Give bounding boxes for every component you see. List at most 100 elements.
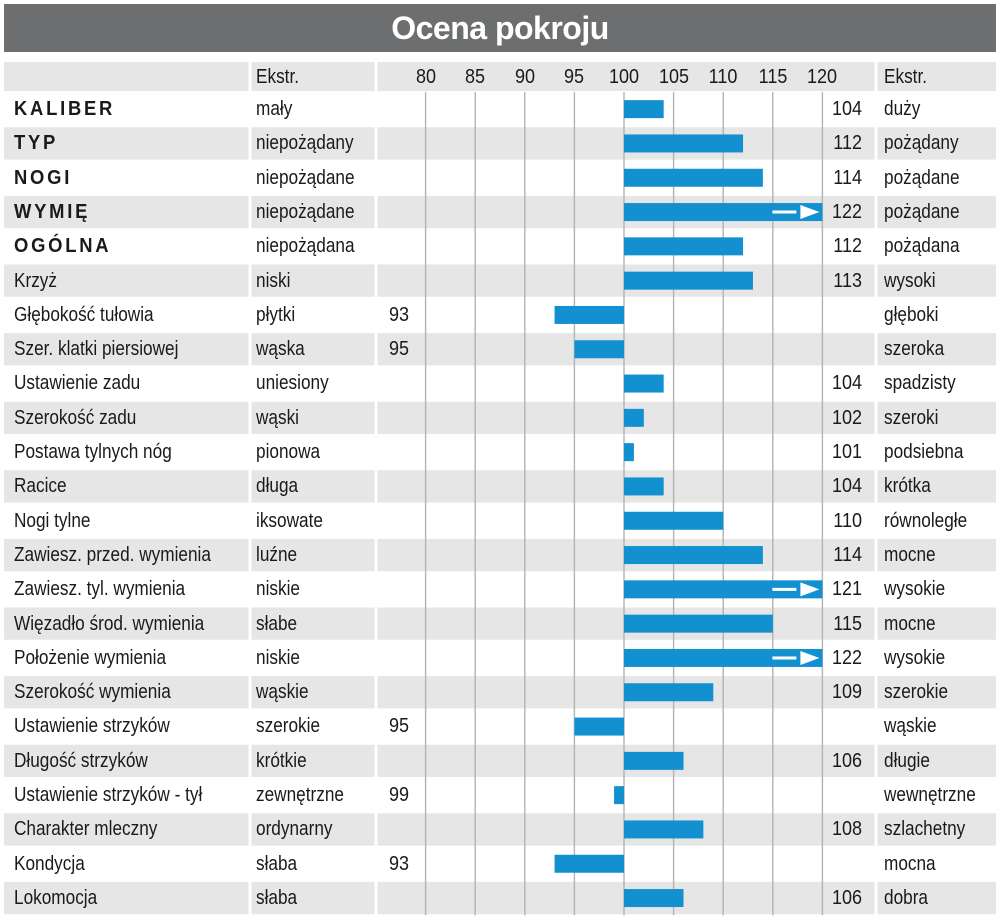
trait-label: Ustawienie zadu (14, 372, 141, 395)
low-extreme-label: niski (256, 269, 291, 292)
high-extreme-label: krótka (884, 475, 931, 498)
row-background (4, 812, 996, 847)
trait-label: TYP (14, 132, 59, 155)
value-label: 121 (831, 578, 862, 601)
low-extreme-label: niskie (256, 578, 300, 601)
low-extreme-label: słaba (256, 886, 298, 909)
trait-label: Szer. klatki piersiowej (14, 338, 179, 361)
row-background (4, 126, 996, 161)
bar (624, 889, 684, 908)
tick-label: 115 (758, 66, 788, 88)
high-extreme-label: wąskie (884, 715, 937, 738)
trait-label: Głębokość tułowia (14, 303, 154, 326)
high-extreme-label: dobra (884, 886, 928, 909)
high-extreme-label: pożądany (884, 132, 959, 155)
high-extreme-label: wysokie (884, 578, 946, 601)
low-extreme-label: iksowate (256, 509, 323, 532)
high-extreme-label: wewnętrzne (884, 784, 976, 806)
row-background (4, 606, 996, 641)
trait-label: Szerokość wymienia (14, 681, 171, 704)
tick-label: 90 (514, 66, 535, 88)
trait-label: Więzadło środ. wymienia (14, 612, 205, 635)
bar (574, 717, 624, 736)
low-extreme-label: wąski (256, 406, 300, 429)
low-extreme-label: niepożądane (256, 200, 355, 223)
value-label: 101 (831, 441, 862, 463)
bar (624, 271, 753, 290)
high-extreme-label: pożądana (884, 235, 960, 258)
low-extreme-label: ordynarny (256, 818, 333, 841)
bar (554, 305, 624, 324)
value-label: 110 (833, 509, 862, 532)
bar (624, 511, 724, 530)
value-label: 122 (831, 646, 862, 669)
row-background (4, 400, 996, 435)
high-extreme-label: długie (884, 749, 930, 772)
value-label: 95 (388, 338, 409, 361)
trait-label: Charakter mleczny (14, 818, 158, 841)
tick-label: 95 (564, 66, 585, 88)
low-extreme-label: słabe (256, 612, 298, 635)
low-extreme-label: niepożądane (256, 166, 355, 189)
high-extreme-label: spadzisty (884, 372, 956, 395)
high-extreme-label: głęboki (884, 303, 939, 326)
low-extreme-label: pionowa (256, 441, 321, 463)
value-label: 106 (831, 749, 862, 772)
low-extreme-label: uniesiony (256, 372, 329, 395)
high-extreme-label: wysokie (884, 646, 946, 669)
tick-label: 110 (708, 66, 738, 88)
high-extreme-label: wysoki (884, 269, 936, 292)
overflow-arrow-icon (800, 650, 820, 665)
value-label: 112 (833, 235, 862, 258)
low-extreme-label: wąska (256, 338, 305, 361)
bar (624, 237, 744, 256)
value-label: 108 (831, 818, 862, 841)
bar (624, 683, 714, 702)
bar (624, 546, 763, 565)
trait-label: WYMIĘ (14, 200, 91, 223)
value-label: 113 (833, 269, 862, 292)
row-background (4, 194, 996, 230)
bar (554, 854, 624, 873)
bar (624, 100, 664, 119)
high-extreme-label: pożądane (884, 166, 960, 189)
high-extreme-label: duży (884, 98, 921, 120)
header-low-extreme: Ekstr. (256, 66, 300, 88)
row-background (4, 880, 996, 916)
bar (574, 340, 624, 359)
bar (624, 443, 634, 462)
high-extreme-label: pożądane (884, 200, 960, 223)
bar (624, 614, 773, 633)
row-background (4, 469, 996, 504)
high-extreme-label: szeroka (884, 338, 945, 361)
trait-label: NOGI (14, 166, 73, 189)
high-extreme-label: szerokie (884, 681, 949, 704)
trait-label: OGÓLNA (14, 235, 112, 258)
header-high-extreme: Ekstr. (884, 66, 928, 88)
bar (624, 751, 684, 770)
trait-label: Kondycja (14, 852, 85, 875)
trait-label: Postawa tylnych nóg (14, 441, 172, 463)
low-extreme-label: długa (256, 475, 299, 498)
low-extreme-label: zewnętrzne (256, 784, 344, 806)
low-extreme-label: niskie (256, 646, 300, 669)
header-row-background (4, 62, 996, 92)
row-background (4, 537, 996, 573)
tick-label: 100 (608, 66, 640, 88)
tick-label: 105 (658, 66, 689, 88)
high-extreme-label: mocne (884, 543, 936, 566)
value-label: 114 (833, 543, 862, 566)
value-label: 95 (388, 715, 409, 738)
trait-label: KALIBER (14, 98, 116, 120)
value-label: 99 (388, 784, 409, 806)
bar (614, 786, 624, 805)
high-extreme-label: podsiebna (884, 441, 964, 463)
low-extreme-label: mały (256, 98, 293, 120)
bar (624, 134, 744, 153)
low-extreme-label: niepożądany (256, 132, 354, 155)
high-extreme-label: szeroki (884, 406, 939, 429)
value-label: 122 (831, 200, 862, 223)
trait-label: Położenie wymienia (14, 646, 167, 669)
low-extreme-label: szerokie (256, 715, 321, 738)
